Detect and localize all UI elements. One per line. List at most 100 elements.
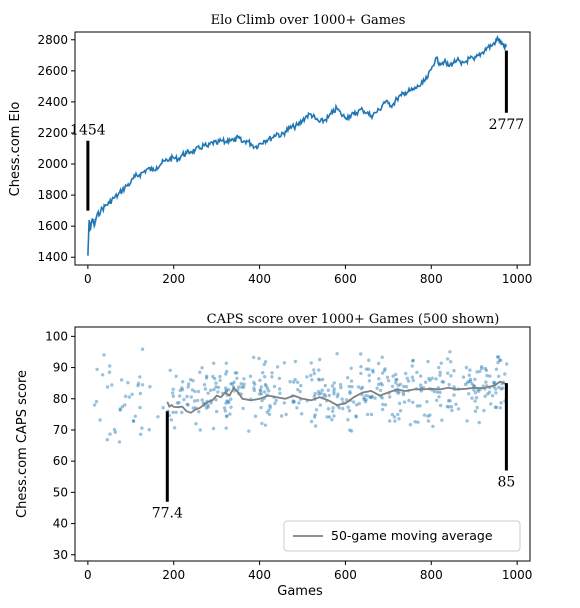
elo-chart-title: Elo Climb over 1000+ Games xyxy=(211,13,406,28)
caps-point xyxy=(140,426,144,430)
caps-point xyxy=(481,384,485,388)
caps-point xyxy=(472,384,476,388)
caps-point xyxy=(493,405,498,409)
caps-point xyxy=(359,364,363,369)
caps-point xyxy=(224,386,228,390)
caps-point xyxy=(177,401,181,405)
caps-point xyxy=(332,392,336,396)
caps-point xyxy=(344,398,349,402)
caps-y-tick-label: 50 xyxy=(53,485,68,499)
caps-point xyxy=(364,393,368,398)
caps-point xyxy=(380,407,385,412)
caps-point xyxy=(441,380,446,384)
caps-point xyxy=(435,390,440,394)
elo-x-tick-label: 800 xyxy=(420,272,443,286)
caps-point xyxy=(260,398,264,403)
caps-point xyxy=(438,373,442,377)
caps-point xyxy=(133,414,137,418)
caps-point xyxy=(239,382,243,386)
caps-point xyxy=(419,383,423,387)
caps-point xyxy=(105,385,110,389)
caps-point xyxy=(363,400,368,404)
caps-point xyxy=(321,377,325,382)
caps-point xyxy=(259,389,263,393)
caps-point xyxy=(299,383,303,388)
caps-point xyxy=(317,392,321,396)
caps-point xyxy=(291,399,295,403)
caps-point xyxy=(470,382,474,386)
caps-point xyxy=(214,398,218,402)
caps-plot-frame xyxy=(74,326,531,562)
caps-point xyxy=(258,378,262,382)
elo-y-tick-label: 2400 xyxy=(37,95,68,109)
caps-point xyxy=(211,426,216,431)
caps-point xyxy=(478,369,482,374)
caps-point xyxy=(171,410,175,415)
caps-point xyxy=(503,372,507,376)
caps-point xyxy=(467,373,471,377)
caps-point xyxy=(262,362,266,367)
caps-point xyxy=(108,432,112,436)
caps-point xyxy=(354,414,358,418)
caps-point xyxy=(380,396,384,400)
caps-y-tick-label: 60 xyxy=(53,454,68,468)
caps-annotations: 77.4 85 xyxy=(152,383,515,522)
caps-point xyxy=(438,403,443,408)
caps-point xyxy=(189,395,193,399)
caps-point xyxy=(211,374,215,379)
caps-point xyxy=(270,375,274,379)
caps-point xyxy=(418,404,422,408)
caps-point xyxy=(300,412,304,416)
caps-point xyxy=(107,370,112,374)
caps-point xyxy=(263,423,268,427)
caps-point xyxy=(212,376,217,381)
caps-point xyxy=(347,409,352,413)
caps-point xyxy=(241,406,245,411)
caps-point xyxy=(268,405,272,410)
caps-point xyxy=(242,385,246,389)
caps-point xyxy=(190,388,195,392)
caps-point xyxy=(380,371,385,375)
caps-point xyxy=(223,409,227,413)
caps-point xyxy=(312,371,316,376)
caps-point xyxy=(497,385,501,389)
caps-point xyxy=(331,409,335,413)
caps-point xyxy=(497,374,501,378)
caps-point xyxy=(394,372,398,377)
caps-point xyxy=(391,374,395,378)
elo-y-tick-label: 1800 xyxy=(37,188,68,202)
caps-point xyxy=(330,418,334,422)
caps-point xyxy=(365,412,370,417)
caps-point xyxy=(247,429,251,433)
caps-point xyxy=(191,379,195,383)
caps-point xyxy=(435,398,439,403)
elo-x-tick-label: 400 xyxy=(248,272,271,286)
caps-point xyxy=(382,368,387,373)
caps-point xyxy=(200,366,204,370)
caps-chart-title: CAPS score over 1000+ Games (500 shown) xyxy=(207,312,500,327)
caps-point xyxy=(427,376,431,381)
caps-point xyxy=(431,424,435,429)
caps-point xyxy=(426,359,430,364)
caps-point xyxy=(296,380,300,384)
caps-point xyxy=(206,405,210,409)
caps-point xyxy=(357,401,361,406)
caps-point xyxy=(267,389,271,393)
caps-point xyxy=(147,428,151,432)
caps-point xyxy=(267,408,271,412)
caps-point xyxy=(131,419,136,423)
caps-point xyxy=(397,417,401,421)
caps-point xyxy=(295,406,299,410)
caps-point xyxy=(378,388,383,393)
caps-point xyxy=(410,375,415,379)
caps-point xyxy=(228,412,232,416)
caps-point xyxy=(267,412,272,417)
caps-point xyxy=(482,408,486,413)
caps-point xyxy=(491,380,496,385)
caps-point xyxy=(370,394,374,398)
caps-point xyxy=(100,373,105,377)
caps-x-tick-label: 600 xyxy=(334,568,357,582)
caps-point xyxy=(472,388,476,392)
elo-x-axis: 0 200 400 600 800 1000 xyxy=(84,265,532,286)
caps-chart: CAPS score over 1000+ Games (500 shown) … xyxy=(15,312,532,599)
